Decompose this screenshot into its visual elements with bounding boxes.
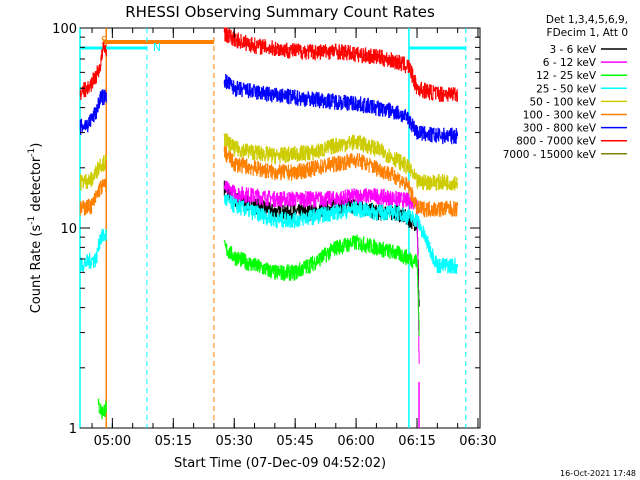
timestamp: 16-Oct-2021 17:48 xyxy=(560,469,636,478)
x-tick-label: 05:45 xyxy=(276,434,313,449)
series-line-2 xyxy=(223,234,420,337)
series-line-3 xyxy=(79,228,107,272)
x-axis-label: Start Time (07-Dec-09 04:52:02) xyxy=(174,456,386,471)
legend-label: 12 - 25 keV xyxy=(536,70,597,82)
y-tick-label: 100 xyxy=(52,22,77,37)
y-tick-label: 1 xyxy=(69,422,77,437)
legend-header-line: FDecim 1, Att 0 xyxy=(547,27,628,39)
legend-label: 7000 - 15000 keV xyxy=(503,149,597,161)
y-label-superscript: -1 xyxy=(27,216,37,225)
series-line-4 xyxy=(223,133,458,191)
x-tick-label: 05:00 xyxy=(94,434,131,449)
series-line-6 xyxy=(79,89,107,135)
series-line-3 xyxy=(223,194,458,274)
legend-label: 3 - 6 keV xyxy=(549,44,596,56)
night-label: N xyxy=(153,41,161,54)
series-line-5 xyxy=(79,178,107,216)
series-line-7 xyxy=(223,27,458,102)
legend-label: 800 - 7000 keV xyxy=(516,136,597,148)
chart-title: RHESSI Observing Summary Count Rates xyxy=(125,3,435,21)
series-line-7 xyxy=(79,42,107,100)
y-label-part: detector xyxy=(29,156,44,216)
legend-header: Det 1,3,4,5,6,9,FDecim 1, Att 0 xyxy=(546,14,628,39)
x-tick-label: 06:00 xyxy=(337,434,374,449)
series-line-4 xyxy=(79,155,107,191)
y-label-part: ) xyxy=(29,143,44,148)
y-label-part: Count Rate (s xyxy=(29,225,44,314)
saa-label: S xyxy=(101,34,108,47)
x-tick-label: 06:15 xyxy=(398,434,435,449)
legend-label: 25 - 50 keV xyxy=(536,83,597,95)
legend-header-line: Det 1,3,4,5,6,9, xyxy=(546,14,628,26)
series-line-6 xyxy=(223,74,458,145)
series-line-2 xyxy=(97,398,107,419)
axis-ticks: 1 10 100 05:00 05:15 05:30 05:45 06:00 06:15 06:3… xyxy=(52,22,497,449)
legend-label: 100 - 300 keV xyxy=(523,110,597,122)
legend-label: 50 - 100 keV xyxy=(529,96,596,108)
legend-label: 6 - 12 keV xyxy=(543,57,597,69)
x-tick-label: 05:30 xyxy=(215,434,252,449)
x-tick-label: 05:15 xyxy=(155,434,192,449)
series-line-5 xyxy=(223,146,458,218)
y-tick-label: 10 xyxy=(60,222,77,237)
y-label-superscript: -1 xyxy=(27,148,37,157)
y-axis-label: Count Rate (s-1 detector-1) xyxy=(27,143,44,314)
x-tick-label: 06:30 xyxy=(459,434,496,449)
plot-area: SN xyxy=(79,27,481,429)
legend-label: 300 - 800 keV xyxy=(523,123,597,135)
series-line-1 xyxy=(223,180,420,364)
